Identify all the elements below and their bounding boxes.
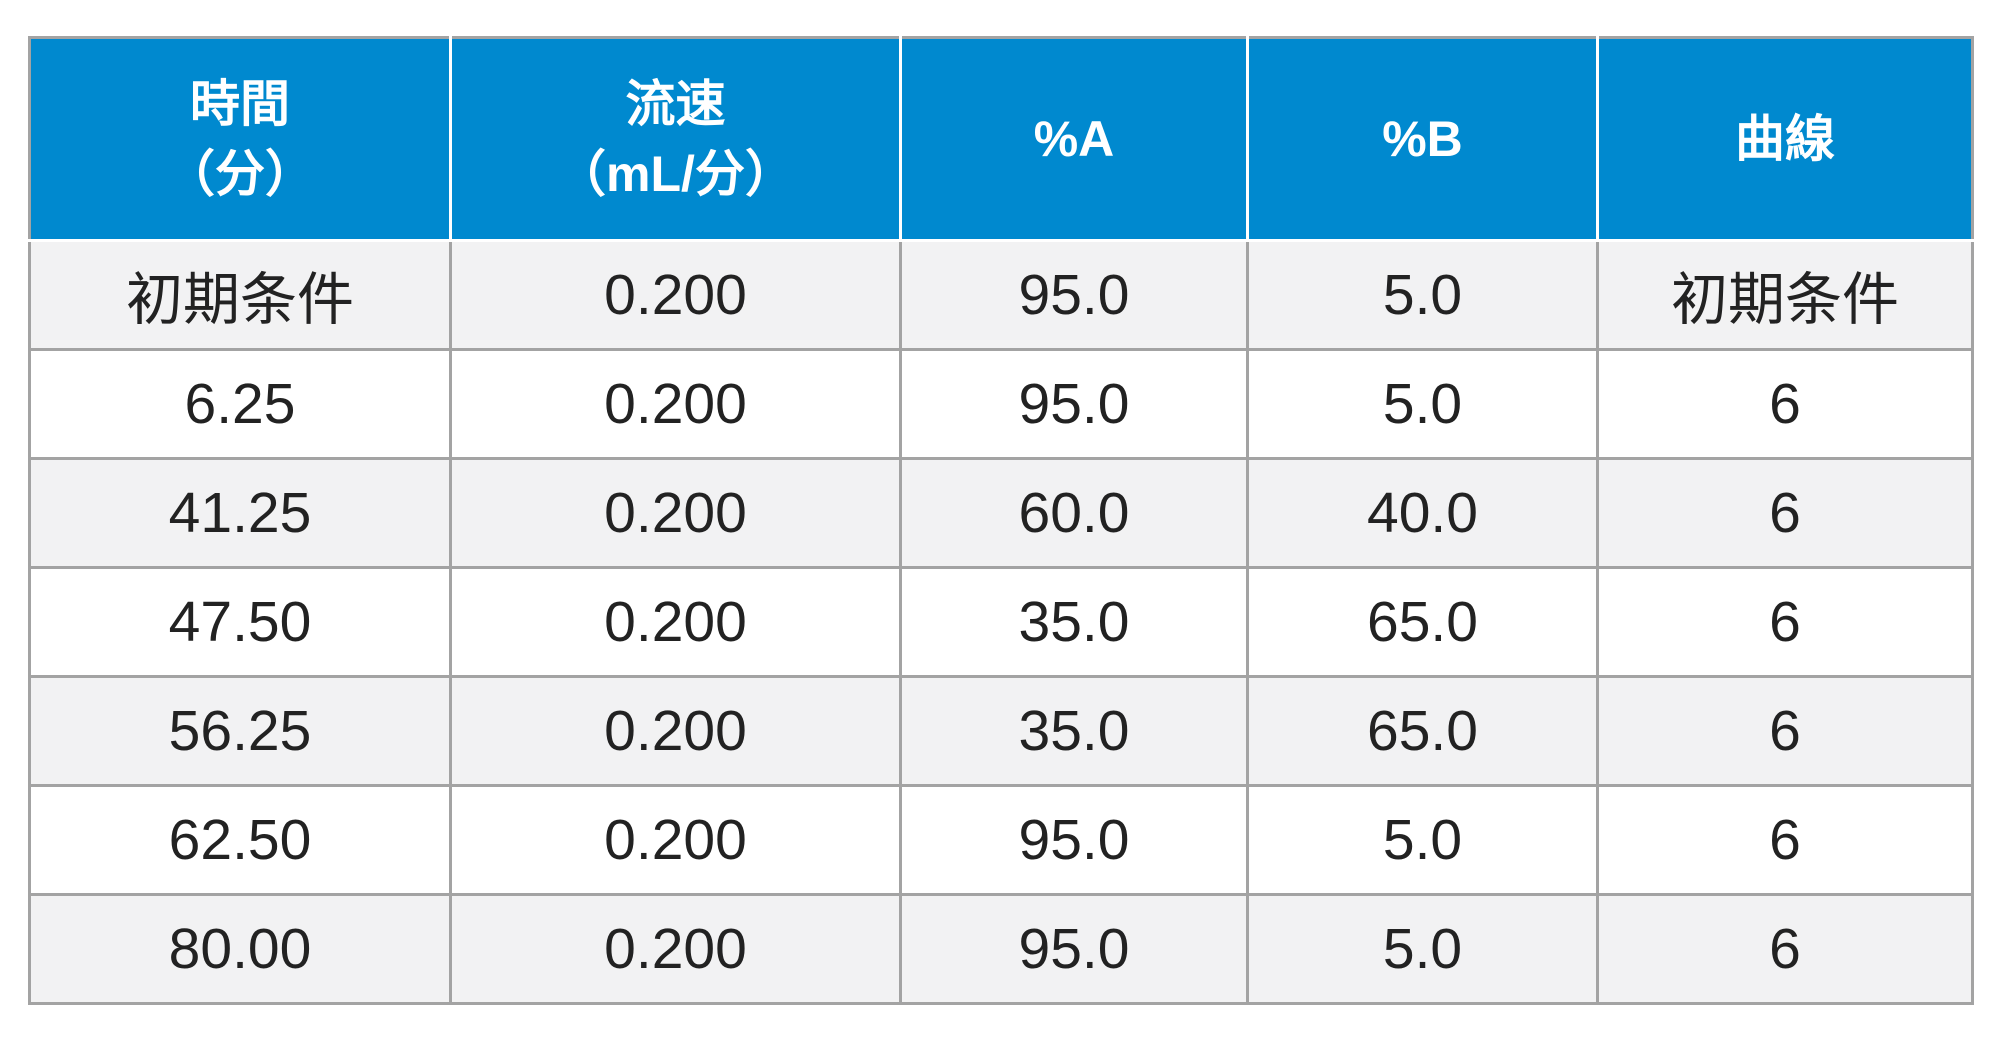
table-cell: 6 (1596, 784, 1974, 896)
header-text: （分） (165, 146, 315, 202)
header-text: 曲線 (1735, 111, 1835, 167)
table-cell: 0.200 (449, 457, 902, 569)
header-cell: %A (899, 36, 1249, 242)
header-text: 流速 (625, 76, 726, 132)
table-cell: 6 (1596, 457, 1974, 569)
table-cell: 5.0 (1246, 784, 1599, 896)
table-cell: 0.200 (449, 675, 902, 787)
table-cell: 6 (1596, 566, 1974, 678)
header-cell: %B (1246, 36, 1599, 242)
table-cell: 65.0 (1246, 566, 1599, 678)
table-cell: 0.200 (449, 784, 902, 896)
table-cell: 41.25 (28, 457, 452, 569)
header-row: 時間 （分） 流速 （mL/分） %A %B 曲線 (28, 36, 1974, 242)
table-row: 初期条件 0.200 95.0 5.0 初期条件 (28, 239, 1974, 351)
table-cell: 65.0 (1246, 675, 1599, 787)
header-cell: 流速 （mL/分） (449, 36, 902, 242)
table-cell: 6 (1596, 893, 1974, 1005)
table-cell: 5.0 (1246, 239, 1599, 351)
table-cell: 80.00 (28, 893, 452, 1005)
table-cell: 47.50 (28, 566, 452, 678)
header-cell: 曲線 (1596, 36, 1974, 242)
gradient-table: 時間 （分） 流速 （mL/分） %A %B 曲線 初期条件 0.200 95.0 5.0 初期条件… (28, 36, 1974, 1005)
table-cell: 56.25 (28, 675, 452, 787)
header-cell: 時間 （分） (28, 36, 452, 242)
table-cell: 35.0 (899, 675, 1249, 787)
table-cell: 初期条件 (28, 239, 452, 351)
table-body: 初期条件 0.200 95.0 5.0 初期条件 6.25 0.200 95.0 5.0 6 41.… (28, 239, 1974, 1005)
table-cell: 40.0 (1246, 457, 1599, 569)
table-cell: 95.0 (899, 784, 1249, 896)
table-row: 62.50 0.200 95.0 5.0 6 (28, 784, 1974, 896)
table-cell: 95.0 (899, 348, 1249, 460)
table-cell: 95.0 (899, 239, 1249, 351)
table-cell: 初期条件 (1596, 239, 1974, 351)
table-cell: 5.0 (1246, 348, 1599, 460)
header-text: 時間 (190, 76, 290, 132)
table-cell: 6.25 (28, 348, 452, 460)
table-row: 47.50 0.200 35.0 65.0 6 (28, 566, 1974, 678)
table-cell: 0.200 (449, 239, 902, 351)
table-cell: 6 (1596, 348, 1974, 460)
table-cell: 5.0 (1246, 893, 1599, 1005)
header-text: （mL/分） (556, 146, 795, 202)
table-row: 6.25 0.200 95.0 5.0 6 (28, 348, 1974, 460)
table-row: 80.00 0.200 95.0 5.0 6 (28, 893, 1974, 1005)
header-text: %B (1382, 111, 1463, 167)
table-row: 56.25 0.200 35.0 65.0 6 (28, 675, 1974, 787)
header-text: %A (1033, 111, 1115, 167)
table-cell: 0.200 (449, 566, 902, 678)
table-cell: 0.200 (449, 348, 902, 460)
table-cell: 0.200 (449, 893, 902, 1005)
table-row: 41.25 0.200 60.0 40.0 6 (28, 457, 1974, 569)
table-cell: 95.0 (899, 893, 1249, 1005)
table-cell: 6 (1596, 675, 1974, 787)
table-cell: 35.0 (899, 566, 1249, 678)
table-cell: 60.0 (899, 457, 1249, 569)
table-cell: 62.50 (28, 784, 452, 896)
